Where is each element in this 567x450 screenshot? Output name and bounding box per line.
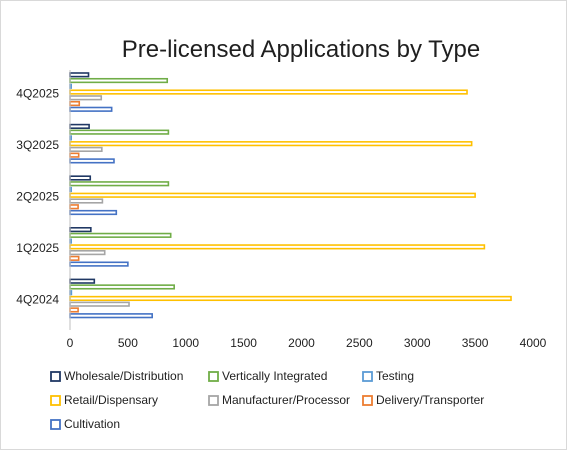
bar-1q2025-retail-dispensary	[69, 244, 486, 250]
bar-1q2025-vertically-integrated	[69, 232, 172, 238]
legend-item-testing: Testing	[362, 369, 414, 383]
legend-item-delivery-transporter: Delivery/Transporter	[362, 393, 484, 407]
bar-2q2025-cultivation	[69, 209, 118, 216]
legend-label-wholesale-distribution: Wholesale/Distribution	[64, 369, 183, 383]
legend-swatch-retail-dispensary	[50, 395, 61, 406]
legend-item-wholesale-distribution: Wholesale/Distribution	[50, 369, 183, 383]
x-axis-tick-labels: 0 500 1000 1500 2000 2500 3000 3500 4000	[67, 336, 547, 350]
bar-3q2025-retail-dispensary	[69, 141, 473, 147]
bar-4q2024-vertically-integrated	[69, 284, 175, 290]
legend-label-manufacturer-processor: Manufacturer/Processor	[222, 393, 350, 407]
bar-4q2025-retail-dispensary	[69, 89, 468, 95]
bar-2q2025-delivery-transporter	[69, 204, 79, 210]
legend-label-testing: Testing	[376, 369, 414, 383]
legend-label-retail-dispensary: Retail/Dispensary	[64, 393, 158, 407]
x-tick-2500: 2500	[346, 336, 373, 350]
legend-label-delivery-transporter: Delivery/Transporter	[376, 393, 484, 407]
bar-3q2025-cultivation	[69, 158, 115, 164]
legend-label-cultivation: Cultivation	[64, 417, 120, 431]
x-tick-3000: 3000	[404, 336, 431, 350]
legend-swatch-testing	[362, 371, 373, 382]
x-tick-500: 500	[118, 336, 138, 350]
y-tick-2q2025: 2Q2025	[16, 189, 59, 203]
bars-group	[69, 70, 512, 330]
x-tick-1500: 1500	[230, 336, 257, 350]
bar-3q2025-manufacturer-processor	[69, 146, 103, 153]
legend-item-retail-dispensary: Retail/Dispensary	[50, 393, 158, 407]
legend-swatch-cultivation	[50, 419, 61, 430]
bar-1q2025-manufacturer-processor	[69, 250, 106, 256]
y-tick-1q2025: 1Q2025	[16, 241, 59, 255]
legend: Wholesale/Distribution Vertically Integra…	[50, 369, 484, 431]
bar-4q2025-delivery-transporter	[69, 100, 81, 107]
bar-2q2025-wholesale-distribution	[69, 175, 92, 181]
bar-3q2025-wholesale-distribution	[69, 123, 90, 129]
bar-4q2025-manufacturer-processor	[69, 95, 103, 101]
y-axis-tick-labels: 4Q2024 1Q2025 2Q2025 3Q2025 4Q2025	[16, 86, 59, 306]
x-tick-4000: 4000	[520, 336, 547, 350]
legend-item-cultivation: Cultivation	[50, 417, 120, 431]
y-tick-3q2025: 3Q2025	[16, 138, 59, 152]
bar-2q2025-manufacturer-processor	[69, 198, 104, 204]
bar-1q2025-delivery-transporter	[69, 255, 80, 261]
legend-label-vertically-integrated: Vertically Integrated	[222, 369, 327, 383]
bar-3q2025-vertically-integrated	[69, 129, 170, 135]
legend-item-manufacturer-processor: Manufacturer/Processor	[208, 393, 350, 407]
bar-4q2024-delivery-transporter	[69, 307, 79, 313]
legend-swatch-vertically-integrated	[208, 371, 219, 382]
bar-4q2024-retail-dispensary	[69, 295, 512, 302]
legend-swatch-manufacturer-processor	[208, 395, 219, 406]
y-tick-4q2025: 4Q2025	[16, 86, 59, 100]
chart-title: Pre-licensed Applications by Type	[122, 36, 480, 63]
bar-2q2025-retail-dispensary	[69, 192, 476, 198]
y-tick-4q2024: 4Q2024	[16, 293, 59, 307]
bar-1q2025-cultivation	[69, 261, 129, 267]
bar-2q2025-vertically-integrated	[69, 181, 170, 187]
legend-item-vertically-integrated: Vertically Integrated	[208, 369, 327, 383]
bar-4q2025-cultivation	[69, 106, 113, 112]
legend-swatch-wholesale-distribution	[50, 371, 61, 382]
bar-1q2025-wholesale-distribution	[69, 227, 92, 233]
bar-3q2025-delivery-transporter	[69, 152, 80, 158]
legend-swatch-delivery-transporter	[362, 395, 373, 406]
x-tick-0: 0	[67, 336, 74, 350]
x-tick-1000: 1000	[172, 336, 199, 350]
x-tick-2000: 2000	[288, 336, 315, 350]
bar-4q2025-wholesale-distribution	[69, 72, 90, 78]
bar-4q2024-manufacturer-processor	[69, 301, 130, 307]
bar-4q2025-vertically-integrated	[69, 77, 169, 84]
x-tick-3500: 3500	[462, 336, 489, 350]
bar-4q2024-wholesale-distribution	[69, 278, 96, 284]
bar-4q2024-cultivation	[69, 313, 153, 319]
